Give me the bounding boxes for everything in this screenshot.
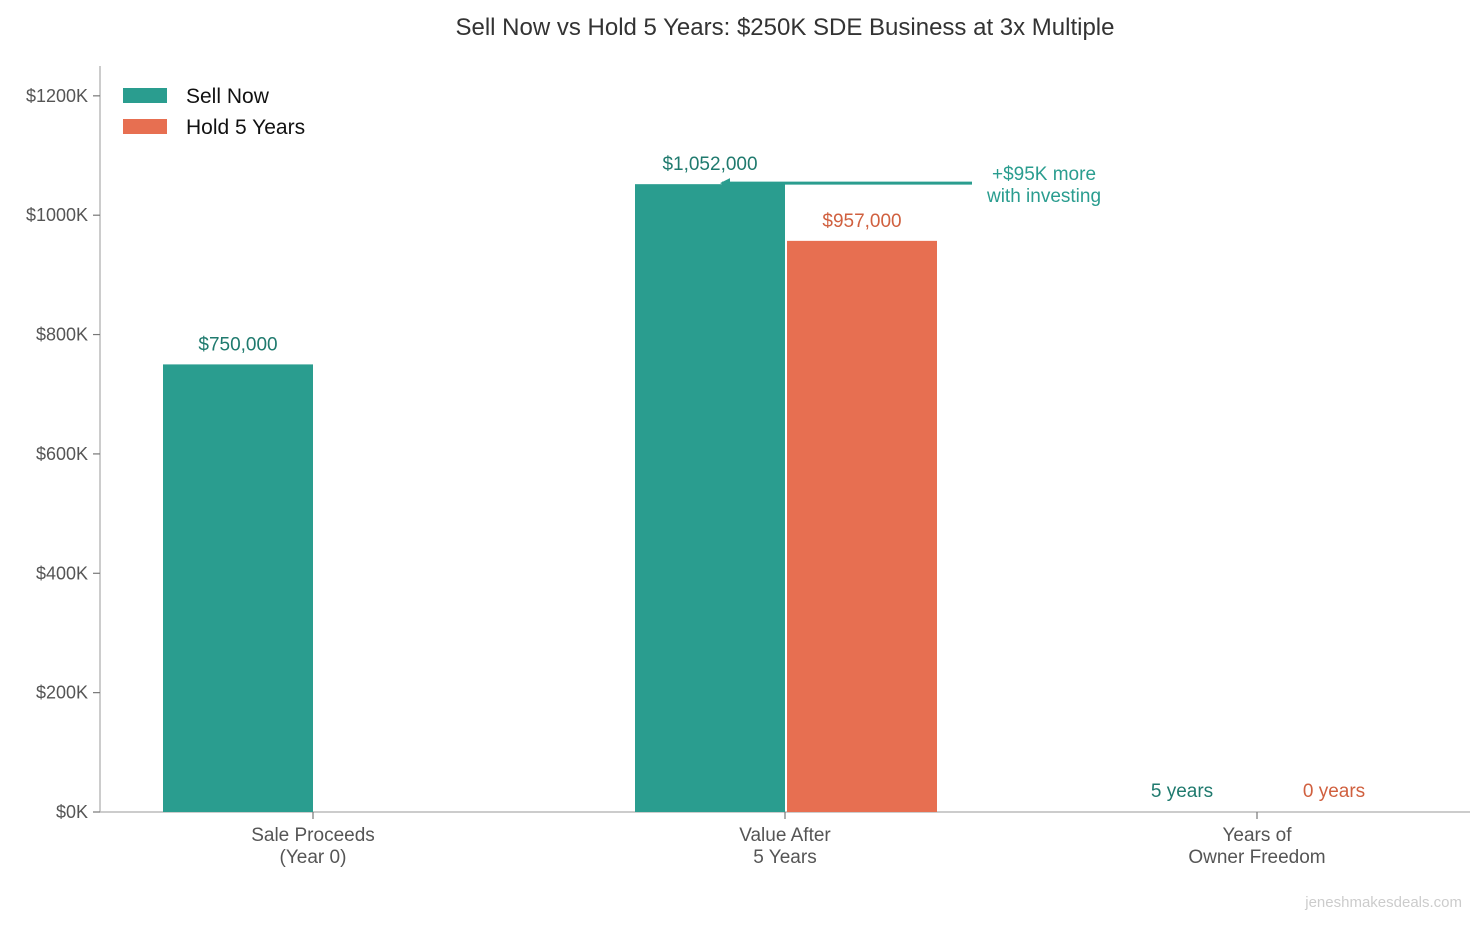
- annotation-text: +$95K more with investing: [986, 164, 1101, 207]
- y-tick-label: $600K: [36, 444, 88, 464]
- watermark: jeneshmakesdeals.com: [1304, 894, 1462, 911]
- bar-sell-now: [163, 364, 313, 812]
- data-label: 0 years: [1303, 781, 1365, 802]
- data-label: $957,000: [822, 211, 901, 232]
- x-tick-label: Years of Owner Freedom: [1188, 825, 1325, 868]
- legend-swatch: [123, 88, 167, 103]
- x-tick-label: Value After 5 Years: [739, 825, 831, 868]
- x-tick-label: Sale Proceeds (Year 0): [251, 825, 375, 868]
- y-tick-label: $0K: [56, 802, 88, 822]
- data-label: 5 years: [1151, 781, 1213, 802]
- data-label: $750,000: [198, 334, 277, 355]
- y-tick-label: $800K: [36, 325, 88, 345]
- y-tick-label: $1200K: [26, 86, 88, 106]
- y-tick-label: $1000K: [26, 205, 88, 225]
- bar-hold-5-years: [787, 240, 937, 812]
- y-tick-label: $200K: [36, 683, 88, 703]
- data-label: $1,052,000: [662, 154, 757, 175]
- legend-label: Sell Now: [186, 85, 270, 108]
- legend-label: Hold 5 Years: [186, 116, 305, 139]
- legend-swatch: [123, 119, 167, 134]
- y-tick-label: $400K: [36, 563, 88, 583]
- chart-title: Sell Now vs Hold 5 Years: $250K SDE Busi…: [455, 14, 1114, 41]
- bar-sell-now: [635, 184, 785, 813]
